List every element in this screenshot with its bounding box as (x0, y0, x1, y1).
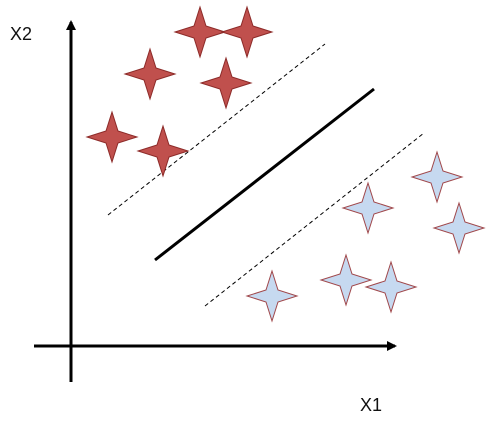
x-axis-label: X1 (360, 395, 382, 415)
lower-margin-line (204, 132, 425, 307)
class-a-star-marker (199, 56, 253, 110)
class-a-points (85, 5, 274, 178)
separator-line (154, 87, 375, 262)
class-b-star-marker (364, 260, 418, 314)
class-a-star-marker (220, 5, 274, 59)
class-b-star-marker (245, 269, 299, 323)
class-a-star-marker (173, 5, 227, 59)
y-axis-label: X2 (10, 24, 32, 44)
class-b-points (245, 150, 486, 323)
class-b-star-marker (319, 253, 373, 307)
class-a-star-marker (136, 124, 190, 178)
class-b-star-marker (432, 201, 486, 255)
class-b-star-marker (410, 150, 464, 204)
class-b-star-marker (341, 181, 395, 235)
class-a-star-marker (123, 47, 177, 101)
class-a-star-marker (85, 110, 139, 164)
